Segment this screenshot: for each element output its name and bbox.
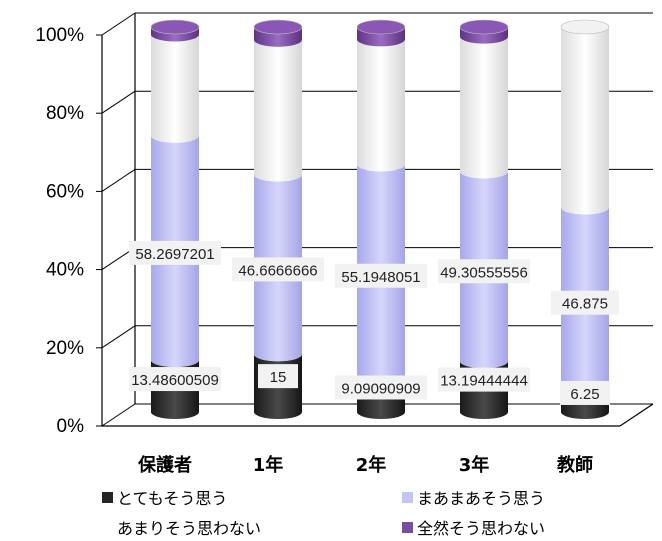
bar-segment <box>460 36 508 179</box>
gridline-diagonal <box>101 325 136 349</box>
data-label: 55.1948051 <box>341 269 420 286</box>
y-tick-label: 20% <box>46 338 84 359</box>
bar-segment <box>254 27 302 47</box>
y-tick-label: 40% <box>46 260 84 281</box>
data-label-bg <box>129 367 221 392</box>
data-label: 9.09090909 <box>341 381 420 398</box>
gridline-diagonal <box>101 168 136 192</box>
bar-cap <box>459 19 509 35</box>
bar-segment <box>357 27 405 47</box>
y-tick-label: 60% <box>46 181 84 202</box>
gridline-diagonal <box>101 90 136 114</box>
data-label: 13.48600509 <box>131 372 219 389</box>
legend-label-4: 全然そう思わない <box>417 519 546 538</box>
gridline-diagonal <box>101 403 136 427</box>
data-label-bg <box>560 380 610 405</box>
bar-cap <box>150 19 200 35</box>
bar-cap <box>560 19 610 35</box>
legend-swatch-1 <box>102 491 113 503</box>
data-label-bg <box>335 263 427 288</box>
data-label-bg <box>129 240 221 265</box>
data-label: 13.19444444 <box>440 373 528 390</box>
floor-right-edge <box>619 403 654 427</box>
bar-cap <box>356 19 406 35</box>
legend-item-4: 全然そう思わない <box>402 515 545 539</box>
legend-swatch-2 <box>402 491 413 503</box>
bar-segment <box>357 39 405 172</box>
x-tick-label: 保護者 <box>137 454 192 476</box>
data-label: 46.6666666 <box>238 262 317 279</box>
data-label-bg <box>551 290 619 315</box>
data-label: 49.30555556 <box>440 264 528 281</box>
data-label: 46.875 <box>562 296 608 313</box>
bar-segment <box>151 34 199 143</box>
y-tick-label: 0% <box>57 416 85 437</box>
legend-item-1: とてもそう思う <box>102 485 227 509</box>
data-label-bg <box>438 367 530 392</box>
y-tick-label: 80% <box>46 103 84 124</box>
legend-label-2: まあまあそう思う <box>417 489 546 508</box>
legend-swatch-4 <box>402 521 413 533</box>
legend-label-3: あまりそう思わない <box>117 519 262 538</box>
data-label-bg <box>438 259 530 284</box>
legend-item-3: あまりそう思わない <box>102 515 261 539</box>
legend-item-2: まあまあそう思う <box>402 485 545 509</box>
data-label: 58.2697201 <box>135 246 214 263</box>
x-tick-label: 1年 <box>253 454 284 476</box>
data-label-bg <box>232 257 324 282</box>
bar-cap <box>253 19 303 35</box>
bar-segment <box>460 27 508 44</box>
gridline-diagonal <box>101 12 136 36</box>
y-tick-label: 100% <box>35 25 84 46</box>
bar-segment <box>561 27 609 215</box>
legend-swatch-3 <box>102 521 113 533</box>
x-tick-label: 3年 <box>459 454 490 476</box>
x-tick-label: 2年 <box>356 454 387 476</box>
data-label: 15 <box>270 369 287 386</box>
bar-segment <box>254 39 302 182</box>
data-label-bg <box>335 375 427 400</box>
x-tick-label: 教師 <box>557 454 593 476</box>
data-label: 6.25 <box>570 386 599 403</box>
data-label-bg <box>258 364 298 389</box>
legend-label-1: とてもそう思う <box>117 489 228 508</box>
